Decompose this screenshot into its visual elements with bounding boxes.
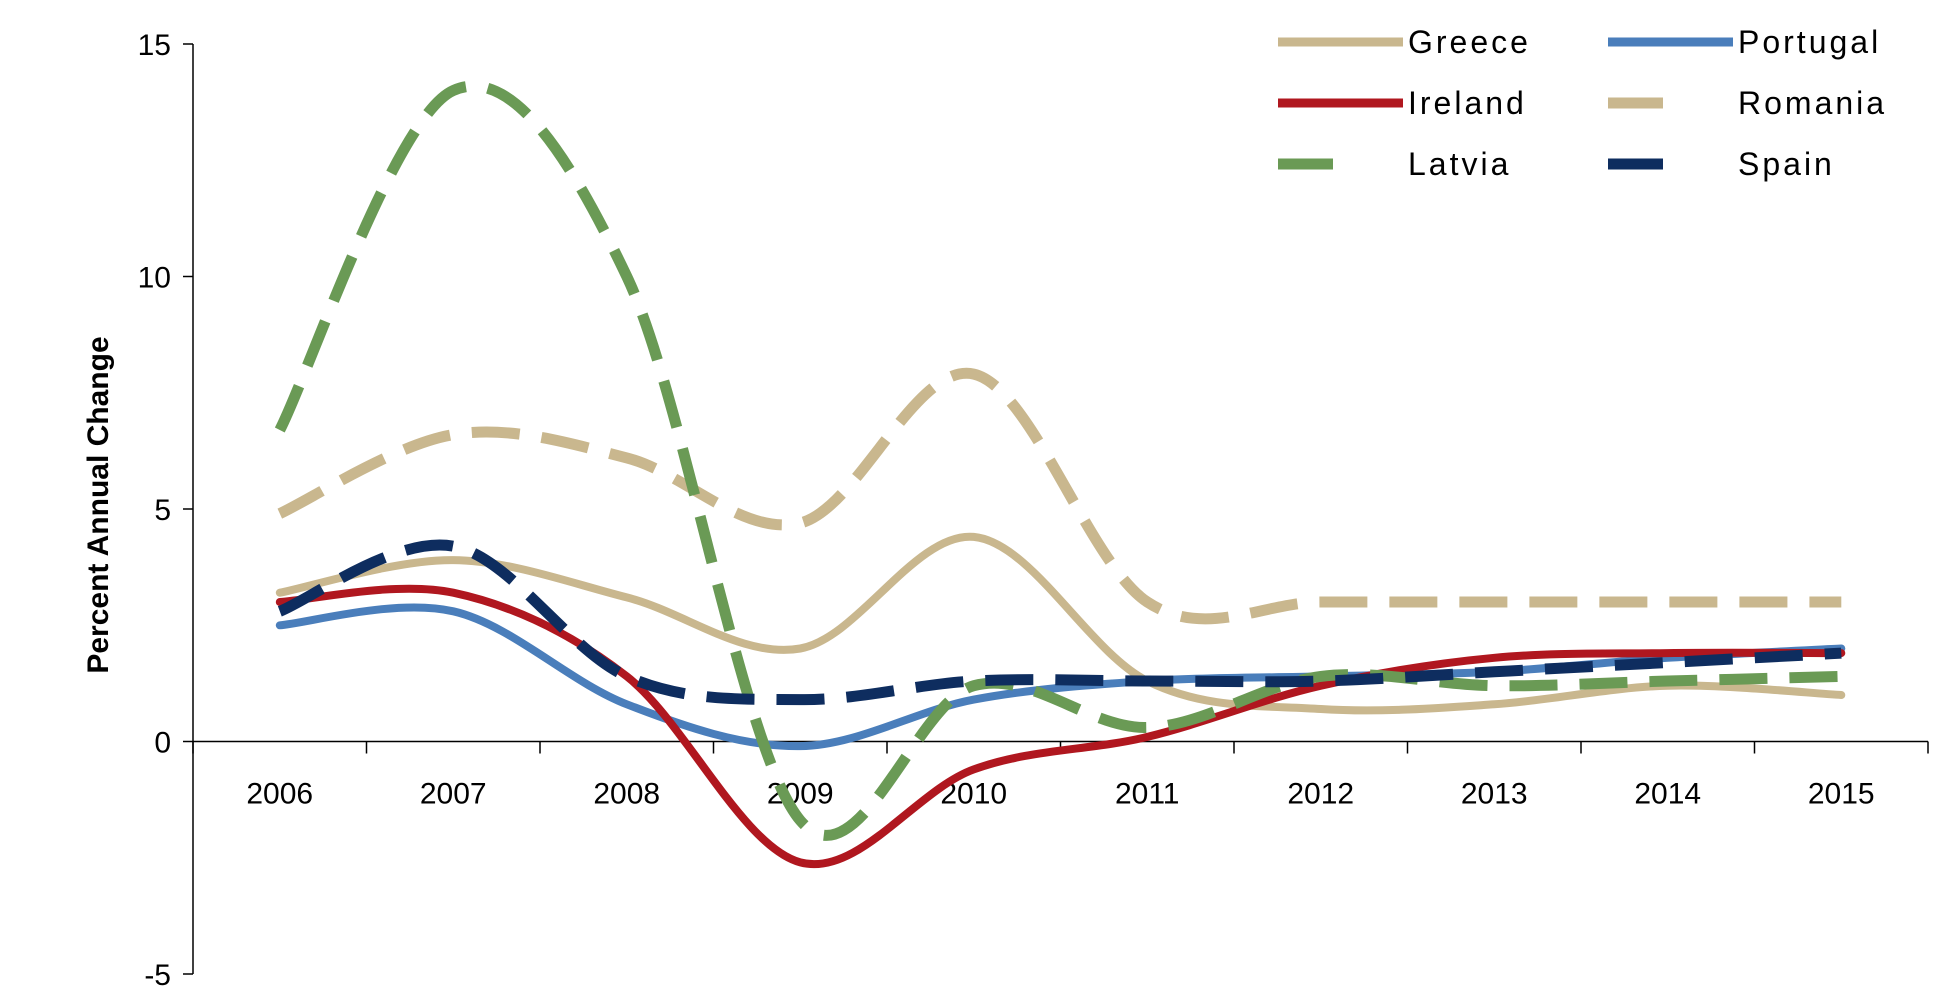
y-axis-label: Percent Annual Change	[82, 336, 115, 673]
y-tick-label: 0	[154, 727, 171, 760]
legend-label-latvia: Latvia	[1408, 146, 1511, 182]
x-tick-label: 2009	[767, 778, 834, 811]
series-line-ireland	[275, 584, 1846, 869]
x-tick-label: 2015	[1808, 778, 1875, 811]
legend-label-ireland: Ireland	[1408, 85, 1527, 121]
x-tick-label: 2008	[593, 778, 660, 811]
series-line-latvia	[274, 80, 1842, 841]
legend: Greece Portugal Ireland Romania Latvia Spain	[1278, 24, 1887, 182]
x-tick-label: 2007	[420, 778, 487, 811]
series-lines	[274, 80, 1846, 869]
x-tick-label: 2013	[1461, 778, 1528, 811]
x-ticks: 2006 2007 2008 2009 2010 2011 2012 2013 2014 2015	[192, 741, 1929, 811]
axes	[192, 44, 1928, 974]
y-tick-label: 15	[138, 29, 171, 62]
series-line-romania	[277, 367, 1842, 625]
series-line-greece	[275, 532, 1846, 715]
y-tick-label: 10	[138, 262, 171, 295]
legend-label-portugal: Portugal	[1738, 24, 1881, 60]
x-tick-label: 2014	[1634, 778, 1701, 811]
x-tick-label: 2011	[1115, 778, 1180, 811]
x-tick-label: 2006	[246, 778, 313, 811]
legend-label-romania: Romania	[1738, 85, 1887, 121]
legend-label-greece: Greece	[1408, 24, 1531, 60]
legend-label-spain: Spain	[1738, 146, 1835, 182]
y-ticks: -5 0 5 10 15	[138, 29, 193, 992]
x-tick-label: 2012	[1287, 778, 1354, 811]
series-line-spain	[277, 539, 1842, 706]
y-tick-label: -5	[144, 959, 171, 992]
y-tick-label: 5	[154, 494, 171, 527]
